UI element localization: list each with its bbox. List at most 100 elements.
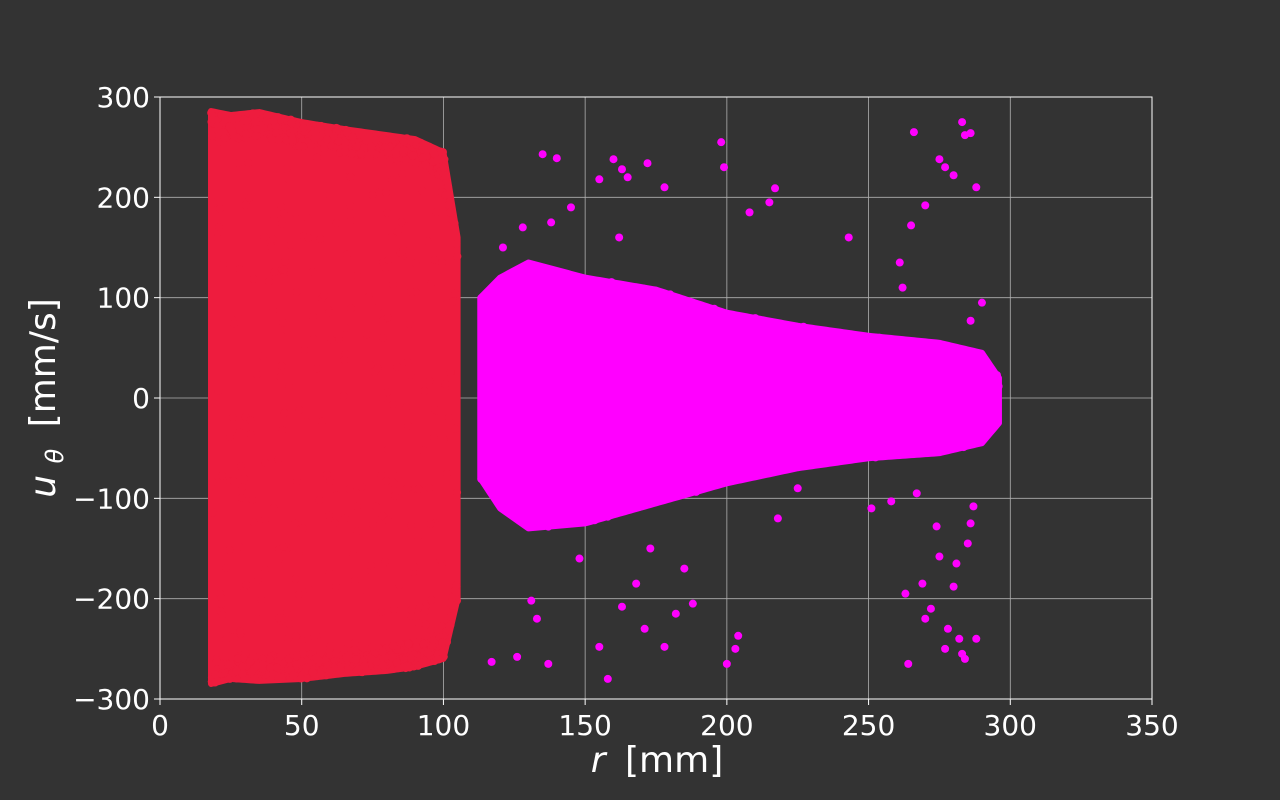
- series-1-point: [368, 642, 377, 651]
- series-2-point: [806, 392, 815, 401]
- series-2-outlier-point: [745, 208, 754, 217]
- series-2-point: [673, 347, 682, 356]
- series-2-point: [600, 482, 609, 491]
- series-1-point: [442, 299, 451, 308]
- series-1-point: [430, 405, 439, 414]
- series-2-point: [515, 516, 524, 525]
- series-2-outlier-point: [765, 198, 774, 207]
- series-2-point: [926, 409, 935, 418]
- series-2-outlier-point: [640, 624, 649, 633]
- series-2-point: [682, 472, 691, 481]
- series-1-point: [419, 639, 428, 648]
- series-1-point: [282, 136, 291, 145]
- series-2-point: [751, 314, 760, 323]
- series-2-point: [489, 290, 498, 299]
- series-2-point: [762, 334, 771, 343]
- series-1-point: [265, 277, 274, 286]
- series-1-point: [329, 132, 338, 141]
- series-2-point: [745, 318, 754, 327]
- series-1-point: [432, 208, 441, 217]
- series-1-point: [381, 263, 390, 272]
- series-2-point: [830, 434, 839, 443]
- series-2-outlier-point: [901, 589, 910, 598]
- series-2-point: [673, 481, 682, 490]
- series-1-point: [395, 580, 404, 589]
- series-2-point: [631, 419, 640, 428]
- series-1-point: [448, 593, 457, 602]
- series-1-point: [449, 297, 458, 306]
- series-2-point: [491, 473, 500, 482]
- series-1-point: [383, 313, 392, 322]
- series-1-point: [325, 308, 334, 317]
- series-1-point: [289, 671, 298, 680]
- series-2-point: [531, 499, 540, 508]
- series-2-point: [706, 423, 715, 432]
- series-2-point: [790, 326, 799, 335]
- series-1-point: [366, 561, 375, 570]
- series-1-point: [427, 279, 436, 288]
- series-1-point: [393, 227, 402, 236]
- series-2-point: [893, 394, 902, 403]
- series-1-point: [406, 654, 415, 663]
- series-2-point: [654, 329, 663, 338]
- series-1-point: [291, 208, 300, 217]
- y-tick-label: 300: [97, 81, 150, 114]
- series-2-outlier-point: [966, 316, 975, 325]
- series-1-point: [420, 386, 429, 395]
- series-1-point: [234, 654, 243, 663]
- series-1-point: [399, 146, 408, 155]
- series-2-point: [803, 336, 812, 345]
- series-1-point: [257, 596, 266, 605]
- series-1-point: [238, 669, 247, 678]
- series-2-point: [579, 326, 588, 335]
- series-2-point: [761, 386, 770, 395]
- series-1-point: [268, 135, 277, 144]
- series-2-point: [818, 445, 827, 454]
- series-2-point: [718, 455, 727, 464]
- series-2-point: [600, 288, 609, 297]
- series-2-point: [791, 445, 800, 454]
- series-1-point: [241, 201, 250, 210]
- series-2-point: [686, 465, 695, 474]
- series-1-point: [419, 141, 428, 150]
- series-2-point: [637, 494, 646, 503]
- series-2-point: [772, 466, 781, 475]
- x-tick-label: 0: [151, 709, 169, 742]
- series-1-point: [319, 191, 328, 200]
- series-1-point: [312, 653, 321, 662]
- series-2-point: [615, 444, 624, 453]
- series-2-point: [502, 497, 511, 506]
- series-2-outlier-point: [538, 150, 547, 159]
- series-1-point: [282, 608, 291, 617]
- y-axis-symbol: u: [23, 475, 64, 498]
- series-1-point: [334, 137, 343, 146]
- series-2-outlier-point: [969, 502, 978, 511]
- series-1-point: [441, 171, 450, 180]
- series-1-point: [407, 611, 416, 620]
- series-1-point: [269, 306, 278, 315]
- series-1-point: [277, 673, 286, 682]
- series-1-point: [316, 234, 325, 243]
- series-1-point: [418, 153, 427, 162]
- series-2-point: [680, 379, 689, 388]
- series-2-outlier-point: [603, 674, 612, 683]
- series-2-point: [721, 332, 730, 341]
- series-2-point: [875, 333, 884, 342]
- series-1-point: [446, 612, 455, 621]
- series-1-point: [423, 648, 432, 657]
- series-2-point: [683, 348, 692, 357]
- series-2-point: [860, 336, 869, 345]
- series-2-point: [611, 507, 620, 516]
- series-2-point: [478, 307, 487, 316]
- series-1-point: [285, 619, 294, 628]
- series-2-point: [819, 351, 828, 360]
- x-tick-label: 150: [558, 709, 611, 742]
- series-2-point: [603, 512, 612, 521]
- series-2-point: [508, 281, 517, 290]
- series-2-point: [969, 363, 978, 372]
- series-2-point: [774, 342, 783, 351]
- series-1-point: [450, 219, 459, 228]
- series-2-outlier-point: [717, 138, 726, 147]
- series-2-point: [994, 382, 1003, 391]
- series-2-point: [703, 460, 712, 469]
